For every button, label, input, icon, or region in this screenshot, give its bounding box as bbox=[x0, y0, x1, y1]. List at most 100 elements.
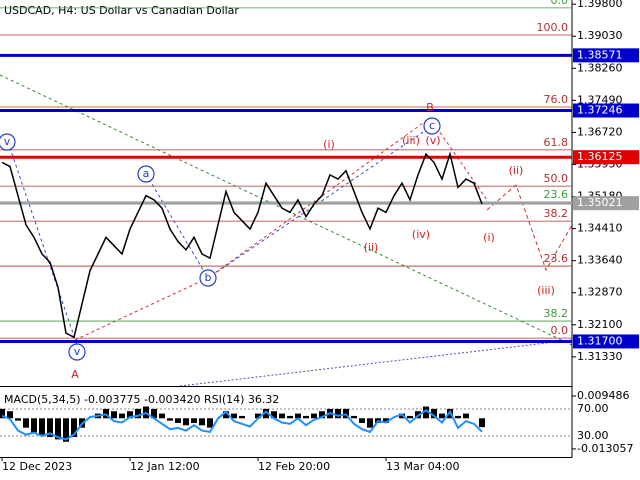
fib-label: 0.0 bbox=[551, 0, 569, 7]
macd-bar bbox=[287, 415, 293, 419]
wave-label: (i) bbox=[323, 138, 335, 151]
y-tick-label: 1.39800 bbox=[577, 0, 623, 10]
macd-bar bbox=[463, 413, 469, 419]
y-tick-label: 1.39030 bbox=[577, 29, 623, 42]
macd-bar bbox=[151, 408, 157, 419]
macd-bar bbox=[0, 408, 5, 419]
macd-bar bbox=[431, 408, 437, 419]
y-tick-label: 1.32100 bbox=[577, 318, 623, 331]
macd-bar bbox=[399, 413, 405, 419]
wave-label: A bbox=[71, 368, 79, 381]
macd-bar bbox=[167, 418, 173, 421]
wave-label: v bbox=[4, 135, 11, 148]
macd-bar bbox=[359, 418, 365, 423]
y-tick-label: 1.37490 bbox=[577, 93, 623, 106]
wave-label: (iii) bbox=[537, 284, 555, 297]
macd-bar bbox=[207, 418, 213, 428]
macd-bar bbox=[479, 418, 485, 428]
fib-label: 76.0 bbox=[544, 93, 569, 106]
macd-bar bbox=[271, 411, 277, 419]
x-tick-label: 12 Dec 2023 bbox=[2, 460, 72, 473]
macd-bar bbox=[119, 413, 125, 419]
rsi-tick-label: 30.00 bbox=[577, 429, 609, 442]
macd-bar bbox=[47, 418, 53, 438]
macd-bar bbox=[311, 413, 317, 419]
trend-line bbox=[179, 339, 573, 387]
price-box bbox=[573, 334, 639, 349]
wave-label: (iii) bbox=[402, 134, 420, 147]
chart-title: USDCAD, H4: US Dollar vs Canadian Dollar bbox=[4, 4, 239, 17]
fib-label: 61.8 bbox=[544, 136, 569, 149]
price-line bbox=[1, 151, 483, 339]
macd-bar bbox=[7, 411, 13, 419]
macd-bar bbox=[263, 408, 269, 419]
macd-bar bbox=[23, 418, 29, 428]
macd-bar bbox=[407, 415, 413, 419]
macd-bar bbox=[31, 418, 37, 433]
wave-label: (i) bbox=[483, 231, 495, 244]
price-box bbox=[573, 150, 639, 165]
wave-circle bbox=[137, 165, 155, 183]
price-box bbox=[573, 196, 639, 211]
macd-bar bbox=[135, 408, 141, 419]
fib-label: 38.2 bbox=[544, 207, 569, 220]
x-tick-label: 12 Feb 20:00 bbox=[258, 460, 330, 473]
projection-line bbox=[486, 184, 573, 272]
macd-bar bbox=[191, 418, 197, 423]
y-tick-label: 1.36720 bbox=[577, 125, 623, 138]
fib-label: 23.6 bbox=[544, 188, 569, 201]
macd-bar bbox=[303, 415, 309, 419]
macd-bar bbox=[183, 418, 189, 426]
macd-bar bbox=[15, 418, 21, 421]
macd-bar bbox=[55, 418, 61, 440]
y-tick-label: 1.31330 bbox=[577, 350, 623, 363]
macd-bar bbox=[295, 413, 301, 419]
price-box-label: 1.37246 bbox=[577, 104, 623, 117]
macd-bar bbox=[455, 415, 461, 419]
fib-label: 38.2 bbox=[544, 307, 569, 320]
wave-circle bbox=[199, 269, 217, 287]
y-tick-label: 1.34410 bbox=[577, 222, 623, 235]
rsi-tick-label: 70.00 bbox=[577, 402, 609, 415]
macd-tick-label: 0.009486 bbox=[577, 389, 630, 402]
fib-label: 50.0 bbox=[544, 172, 569, 185]
macd-bar bbox=[319, 411, 325, 419]
wave-circle bbox=[423, 117, 441, 135]
fib-label: 0.0 bbox=[551, 324, 569, 337]
price-box-label: 1.31700 bbox=[577, 334, 623, 347]
wave-label: v bbox=[74, 345, 81, 358]
wave-circle bbox=[68, 343, 86, 361]
macd-bar bbox=[423, 406, 429, 419]
x-tick-label: 12 Jan 12:00 bbox=[130, 460, 200, 473]
wave-circle bbox=[0, 133, 16, 151]
macd-bar bbox=[439, 413, 445, 419]
fib-label: 23.6 bbox=[544, 252, 569, 265]
rsi-line bbox=[1, 409, 483, 441]
fib-label: 100.0 bbox=[537, 21, 569, 34]
macd-bar bbox=[255, 413, 261, 419]
macd-bar bbox=[223, 411, 229, 419]
macd-bar bbox=[127, 411, 133, 419]
wave-label: c bbox=[429, 119, 435, 132]
price-box-label: 1.38571 bbox=[577, 48, 623, 61]
macd-bar bbox=[279, 413, 285, 419]
macd-bar bbox=[71, 418, 77, 438]
macd-bar bbox=[231, 413, 237, 419]
wave-label: B bbox=[426, 101, 434, 114]
wave-label: (ii) bbox=[509, 164, 524, 177]
x-tick-label: 13 Mar 04:00 bbox=[386, 460, 459, 473]
macd-bar bbox=[159, 413, 165, 419]
macd-bar bbox=[63, 418, 69, 442]
wave-label: (v) bbox=[425, 134, 440, 147]
y-tick-label: 1.38260 bbox=[577, 61, 623, 74]
macd-bar bbox=[367, 418, 373, 428]
macd-tick-label: -0.013057 bbox=[577, 442, 633, 455]
y-tick-label: 1.32870 bbox=[577, 286, 623, 299]
macd-bar bbox=[39, 418, 45, 435]
price-box-label: 1.36125 bbox=[577, 150, 623, 163]
wave-label: (ii) bbox=[364, 241, 379, 254]
macd-bar bbox=[239, 415, 245, 419]
macd-bar bbox=[351, 415, 357, 419]
price-box bbox=[573, 103, 639, 118]
